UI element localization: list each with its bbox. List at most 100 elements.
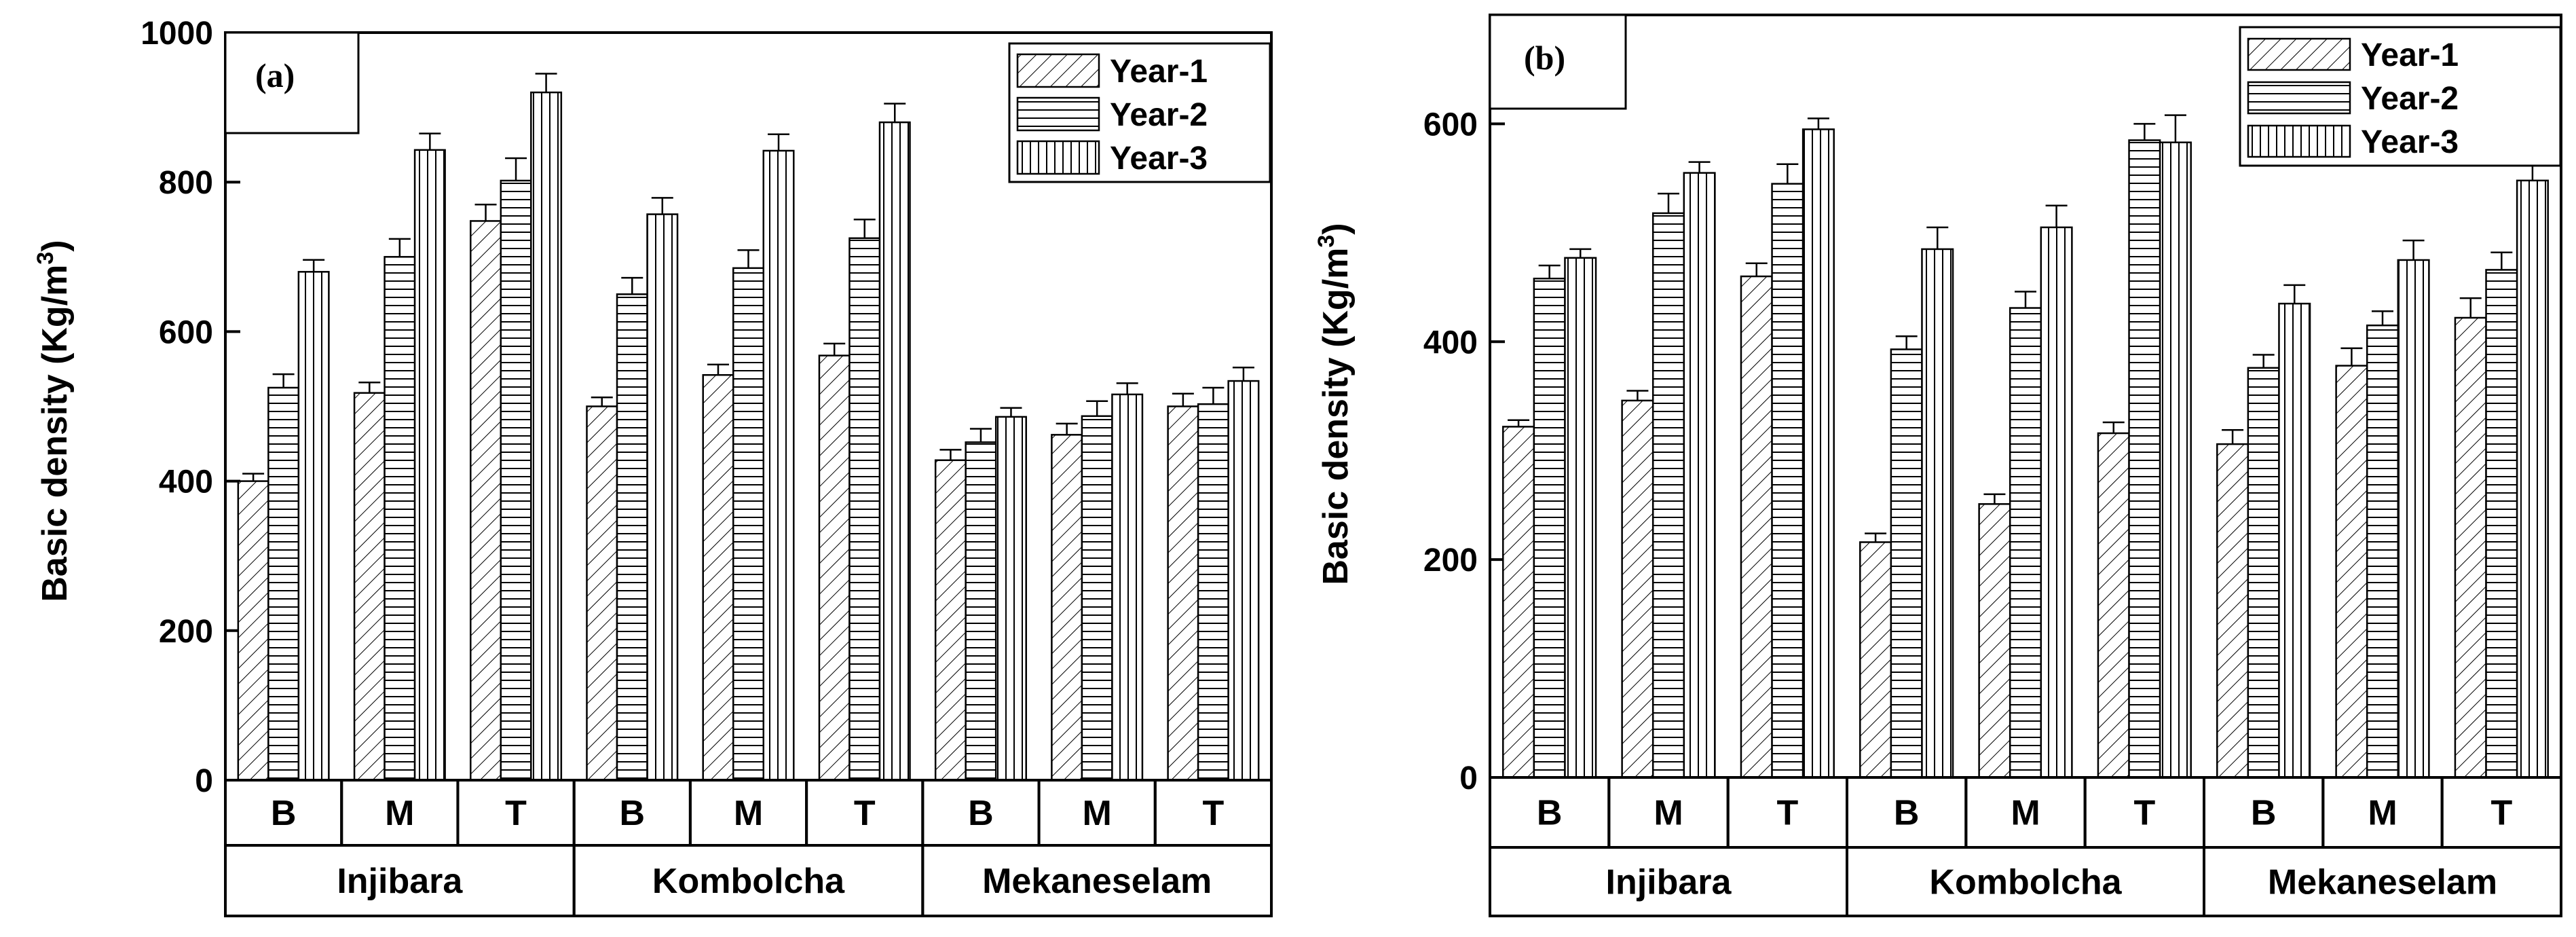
legend-label: Year-3 (1110, 141, 1208, 177)
bar-year-3 (1564, 257, 1597, 779)
category-label: T (505, 794, 527, 833)
error-bar (1658, 192, 1679, 213)
error-bar (474, 203, 497, 221)
error-bar (2283, 284, 2306, 304)
bar-year-2 (500, 179, 532, 782)
error-bar (884, 103, 906, 123)
legend-swatch (2247, 37, 2351, 71)
group-label: Injibara (337, 862, 463, 901)
bar-series (237, 73, 1260, 782)
bar-year-1 (934, 459, 967, 782)
error-bar (823, 342, 846, 356)
error-bar (2252, 354, 2275, 368)
bar-year-2 (965, 441, 997, 782)
bar-year-2 (1197, 403, 1229, 782)
legend-label: Year-3 (2361, 124, 2459, 160)
category-label: T (2133, 794, 2155, 833)
bar-year-3 (1683, 172, 1716, 779)
bar-year-1 (1621, 399, 1654, 779)
bar-year-3 (2159, 141, 2192, 779)
bar-year-1 (2454, 316, 2487, 779)
bar-year-3 (1111, 393, 1144, 782)
panel-label-box: (b) (1489, 14, 1627, 110)
error-bar (505, 157, 527, 181)
group-label: Kombolcha (652, 862, 845, 901)
bar-year-3 (530, 91, 563, 782)
panel-label-box: (a) (224, 31, 360, 134)
legend: Year-1 Year-2 Year-3 (2239, 26, 2562, 167)
bar-year-1 (353, 392, 386, 782)
bar-year-1 (818, 354, 851, 782)
bar-year-3 (1802, 128, 1835, 779)
plot-frame (224, 31, 1273, 782)
bar-year-3 (2516, 179, 2549, 779)
bar-year-1 (1740, 275, 1773, 779)
bar-year-2 (267, 386, 300, 782)
bar-year-2 (1771, 183, 1804, 779)
bar-year-1 (2335, 365, 2368, 779)
bar-year-1 (1978, 503, 2011, 779)
bar-year-3 (762, 149, 795, 782)
bar-year-3 (2397, 259, 2430, 779)
bar-year-1 (470, 220, 502, 782)
error-bar (651, 197, 673, 215)
bar-year-1 (1051, 434, 1083, 782)
error-bar (1569, 248, 1592, 258)
error-bar (1776, 163, 1799, 184)
bar-year-1 (237, 480, 269, 782)
y-tick-label: 400 (1423, 325, 1478, 361)
bar-year-2 (848, 237, 881, 782)
legend-label: Year-2 (2361, 81, 2459, 117)
y-axis-ticks: 0 200 400 600 (1423, 107, 1505, 796)
error-bar (1983, 493, 2006, 504)
error-bar (1000, 407, 1022, 417)
legend-swatch (1016, 140, 1100, 175)
plot-frame (1489, 14, 2562, 917)
y-tick-label: 1000 (141, 16, 213, 52)
bar-year-1 (2216, 443, 2250, 779)
group-label: Mekaneselam (2268, 863, 2497, 902)
category-label: B (2251, 794, 2277, 833)
bar-year-1 (1167, 405, 1199, 782)
error-bar (1626, 390, 1649, 401)
error-bar (707, 363, 729, 375)
bar-year-2 (732, 267, 765, 782)
panel-label: (b) (1524, 39, 1565, 77)
y-tick-label: 0 (1459, 760, 1478, 796)
error-bar (358, 382, 381, 393)
bar-year-1 (702, 374, 734, 782)
error-bar (2222, 428, 2244, 445)
bar-year-3 (2040, 226, 2073, 779)
bar-year-2 (1081, 415, 1113, 782)
bar-year-2 (1651, 212, 1685, 779)
bar-year-3 (2278, 302, 2311, 779)
category-axis: B M T B M T B M T Injibara Kombolcha Mekaneselam (224, 779, 1273, 917)
bar-year-3 (646, 213, 679, 782)
bar-year-2 (1533, 277, 1566, 779)
error-bar (853, 219, 876, 238)
error-bar (1745, 262, 1768, 277)
category-label: B (619, 794, 645, 833)
y-axis-label: Basic density (Kg/m3) (33, 240, 75, 602)
bar-year-2 (2009, 307, 2042, 779)
category-label: M (1083, 794, 1112, 833)
error-bar (969, 428, 992, 443)
category-label: T (1203, 794, 1225, 833)
bar-year-3 (297, 271, 330, 782)
category-label: M (1654, 794, 1683, 833)
legend-swatch (1016, 96, 1100, 132)
bar-year-1 (586, 405, 618, 782)
error-bar (2490, 251, 2513, 270)
bar-year-2 (2485, 269, 2518, 779)
category-label: B (1537, 794, 1563, 833)
group-label: Kombolcha (1929, 863, 2122, 902)
category-label: B (968, 794, 994, 833)
error-bar (1688, 161, 1711, 173)
category-label: M (2368, 794, 2397, 833)
legend: Year-1 Year-2 Year-3 (1008, 42, 1271, 183)
error-bar (1865, 532, 1887, 543)
legend-label: Year-1 (1110, 54, 1208, 90)
bar-year-3 (994, 416, 1027, 782)
error-bar (1116, 382, 1138, 394)
